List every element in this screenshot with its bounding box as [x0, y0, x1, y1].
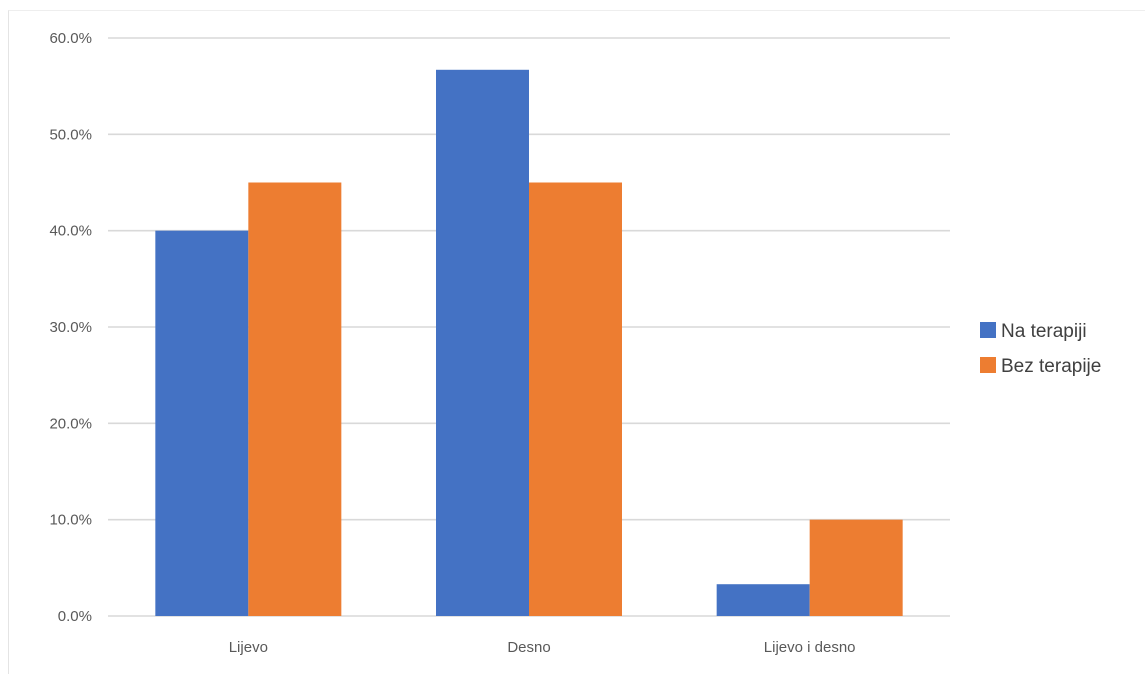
x-category-label: Lijevo: [229, 639, 268, 656]
y-tick-label: 40.0%: [49, 223, 92, 240]
y-tick-label: 20.0%: [49, 415, 92, 432]
legend-label: Bez terapije: [1001, 356, 1101, 377]
bars: [155, 69, 903, 617]
legend-label: Na terapiji: [1001, 321, 1087, 342]
x-category-label: Lijevo i desno: [764, 639, 856, 656]
bar-bez-terapije-desno: [529, 182, 622, 616]
bar-bez-terapije-lijevo: [248, 182, 342, 616]
y-tick-label: 50.0%: [49, 126, 92, 143]
y-tick-label: 10.0%: [49, 512, 92, 529]
y-axis-tick-labels: 0.0% 10.0% 20.0% 30.0% 40.0% 50.0% 60.0%: [49, 30, 92, 625]
x-axis-category-labels: Lijevo Desno Lijevo i desno: [229, 639, 856, 656]
legend-swatch: [980, 322, 996, 338]
bar-bez-terapije-lijevo-i-desno: [809, 519, 903, 616]
legend: Na terapiji Bez terapije: [980, 321, 1101, 377]
chart-frame: [8, 10, 1145, 674]
bar-na-terapiji-lijevo: [155, 230, 249, 616]
y-tick-label: 60.0%: [49, 30, 92, 47]
bar-na-terapiji-lijevo-i-desno: [716, 584, 810, 616]
bar-na-terapiji-desno: [436, 69, 529, 617]
y-tick-label: 0.0%: [58, 608, 92, 625]
y-tick-label: 30.0%: [49, 319, 92, 336]
legend-swatch: [980, 357, 996, 373]
x-category-label: Desno: [507, 639, 550, 656]
